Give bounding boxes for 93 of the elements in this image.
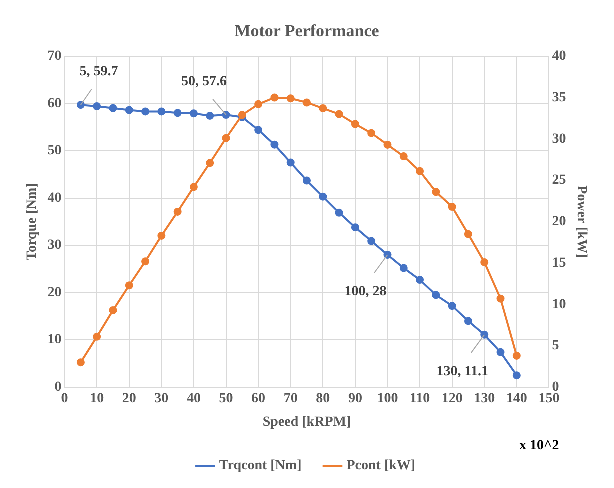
point <box>206 159 214 168</box>
x-tick-label: 110 <box>410 391 430 406</box>
text: x 10^2 <box>520 438 560 454</box>
y2-tick-label: 20 <box>552 214 566 230</box>
point <box>368 129 376 138</box>
point <box>351 224 360 232</box>
point <box>384 140 392 149</box>
point <box>351 120 360 128</box>
y-tick-label: 50 <box>48 144 62 159</box>
point <box>254 126 263 134</box>
x-tick-label: 20 <box>122 391 136 406</box>
point <box>496 294 505 303</box>
point <box>448 203 456 212</box>
y2-tick-label: 40 <box>552 49 566 64</box>
point <box>270 94 279 102</box>
point <box>319 104 328 113</box>
point <box>432 291 440 300</box>
point <box>93 102 102 111</box>
y-tick-label: 40 <box>48 190 62 206</box>
x-tick-label: 130 <box>474 391 496 406</box>
legend-label: Pcont [kW] <box>346 458 416 474</box>
y-tick-label: 10 <box>48 332 62 348</box>
point <box>432 188 440 196</box>
y2-axis-title: Power [kW] <box>574 186 589 258</box>
point <box>319 192 328 201</box>
point <box>142 108 150 116</box>
y2-tick-label: 5 <box>552 338 560 354</box>
x-tick-label: 50 <box>219 391 234 406</box>
point <box>158 232 166 240</box>
point <box>335 208 344 217</box>
x-tick-label: 60 <box>252 391 266 406</box>
point <box>512 352 521 360</box>
point <box>190 110 198 118</box>
point <box>480 258 489 266</box>
point <box>222 134 230 142</box>
point <box>464 317 472 326</box>
point <box>286 94 295 103</box>
x-tick-label: 120 <box>442 391 463 406</box>
chart-title: Motor Performance <box>234 22 380 41</box>
point <box>158 108 166 116</box>
y-tick-label: 0 <box>54 380 62 396</box>
point <box>190 183 198 192</box>
point <box>109 306 118 314</box>
point <box>174 109 182 118</box>
point <box>206 112 214 120</box>
point <box>512 372 521 380</box>
point <box>125 106 134 114</box>
point <box>109 104 118 112</box>
point <box>400 152 408 161</box>
point <box>448 302 456 310</box>
y2-tick-label: 25 <box>552 173 566 188</box>
point <box>76 358 85 367</box>
y-tick-label: 60 <box>48 96 62 112</box>
point <box>496 348 505 356</box>
y2-tick-label: 10 <box>552 297 566 312</box>
x-tick-label: 70 <box>284 391 298 406</box>
x-tick-label: 90 <box>348 391 362 406</box>
point <box>400 264 408 272</box>
point <box>416 276 424 284</box>
point <box>254 100 263 108</box>
annotation: 100, 28 <box>344 284 387 300</box>
point <box>142 258 150 266</box>
point <box>125 282 134 290</box>
point <box>416 167 424 176</box>
legend-label: Trqcont [Nm] <box>219 458 302 474</box>
point <box>303 98 311 107</box>
x-axis-title: Speed [kRPM] <box>262 415 352 430</box>
y2-tick-label: 35 <box>552 90 566 106</box>
point <box>464 230 472 238</box>
y-tick-label: 70 <box>48 49 62 64</box>
point <box>174 208 182 216</box>
x-tick-label: 10 <box>90 391 104 406</box>
y-axis-title: Torque [Nm] <box>25 183 40 261</box>
x-tick-label: 100 <box>377 391 398 406</box>
y-tick-label: 20 <box>48 285 62 300</box>
annotation: 50, 57.6 <box>182 74 228 90</box>
y2-tick-label: 30 <box>552 132 566 147</box>
point <box>303 176 311 185</box>
y2-tick-label: 15 <box>552 256 566 271</box>
annotation: 5, 59.7 <box>80 64 118 80</box>
point <box>286 158 295 167</box>
annotation: 130, 11.1 <box>436 364 488 380</box>
x-tick-label: 40 <box>186 391 201 406</box>
point <box>93 332 102 341</box>
point <box>222 111 230 120</box>
point <box>270 140 279 149</box>
point <box>335 110 344 118</box>
x-tick-label: 80 <box>316 391 330 406</box>
point <box>368 237 376 246</box>
x-tick-label: 140 <box>506 391 528 406</box>
x-tick-label: 30 <box>154 391 169 406</box>
x-tick-label: 150 <box>538 391 560 406</box>
y-tick-label: 30 <box>48 238 62 254</box>
